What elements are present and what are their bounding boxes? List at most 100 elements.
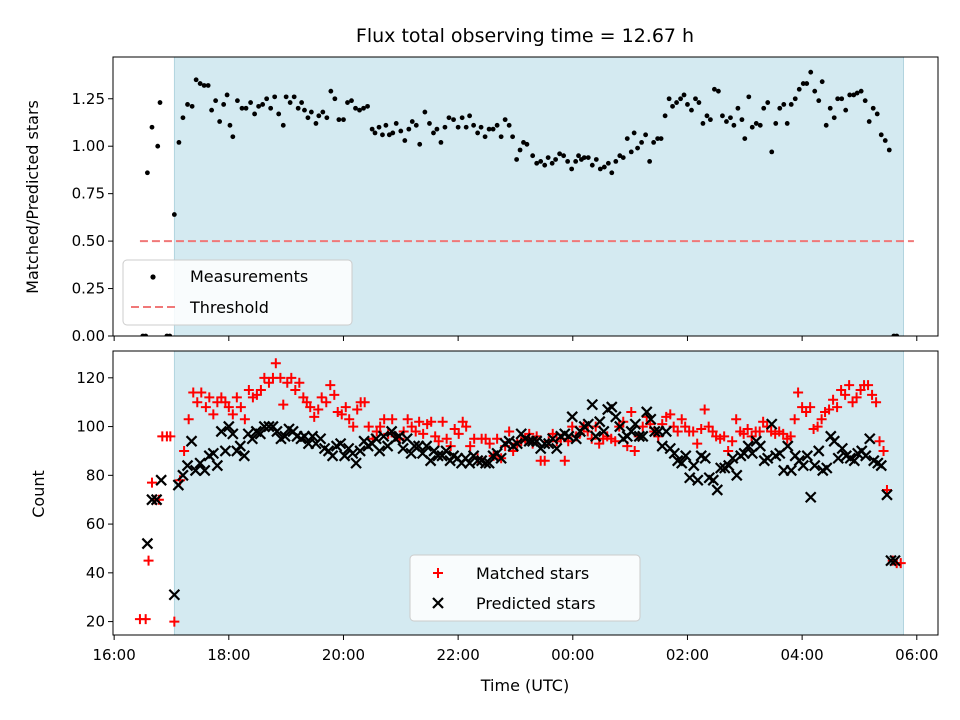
y-tick-label: 0.75	[72, 185, 105, 203]
predicted-star-point	[640, 406, 653, 418]
x-tick-label: 18:00	[207, 646, 250, 664]
measurement-point	[735, 105, 741, 111]
measurement-point	[176, 140, 182, 145]
predicted-star-point	[227, 428, 239, 440]
matched-star-point	[143, 555, 154, 566]
predicted-star-point	[258, 420, 271, 433]
measurement-point	[213, 98, 219, 104]
matched-star-point	[359, 397, 370, 408]
measurement-point	[324, 115, 330, 121]
y-tick-label: 1.00	[72, 137, 105, 155]
predicted-star-point	[393, 430, 405, 443]
measurement-point	[651, 140, 657, 145]
measurement-point	[490, 126, 496, 132]
measurement-point	[144, 170, 150, 176]
predicted-star-point	[150, 493, 163, 506]
measurement-point	[498, 134, 504, 140]
y-tick-label: 0.25	[72, 280, 105, 298]
matched-star-point	[196, 387, 207, 398]
measurement-point	[749, 124, 755, 130]
measurement-point	[455, 124, 461, 130]
measurement-point	[276, 111, 282, 117]
predicted-star-point	[271, 425, 283, 438]
matched-star-point	[140, 614, 151, 625]
predicted-star-point	[885, 554, 897, 567]
matched-star-point	[223, 402, 234, 413]
matched-star-point	[539, 455, 550, 466]
measurement-point	[835, 96, 841, 102]
matched-star-point	[340, 402, 351, 413]
measurement-point	[349, 98, 354, 104]
predicted-star-point	[279, 430, 291, 443]
measurement-point	[609, 170, 615, 176]
measurement-point	[858, 88, 864, 94]
matched-star-point	[321, 397, 332, 408]
matched-star-point	[208, 409, 219, 420]
measurement-point	[308, 109, 314, 115]
predicted-star-point	[234, 440, 247, 452]
measurement-point	[406, 126, 412, 132]
measurement-point	[383, 122, 389, 128]
predicted-star-point	[597, 425, 610, 438]
measurement-point	[482, 134, 488, 140]
matched-star-point	[461, 421, 472, 432]
predicted-star-point	[471, 454, 484, 467]
measurement-point	[581, 155, 587, 160]
predicted-star-point	[722, 459, 735, 472]
predicted-star-point	[424, 454, 437, 467]
legend-label-measurements: Measurements	[190, 267, 308, 286]
matched-star-point	[344, 414, 355, 425]
matched-star-point	[789, 414, 800, 425]
matched-star-point	[586, 433, 597, 444]
predicted-star-point	[668, 447, 681, 460]
measurement-point	[700, 121, 706, 126]
matched-star-point	[402, 414, 413, 425]
measurement-point	[230, 134, 236, 140]
measurement-point	[517, 147, 523, 153]
matched-star-point	[696, 424, 707, 435]
measurement-point	[221, 102, 227, 107]
y-axis-label-count: Count	[29, 470, 48, 518]
measurement-point	[593, 157, 599, 162]
measurement-point	[320, 109, 326, 115]
measurement-point	[788, 102, 794, 107]
measurement-point	[530, 153, 536, 159]
matched-star-point	[665, 409, 676, 420]
predicted-star-point	[582, 418, 595, 430]
matched-star-point	[336, 409, 347, 420]
matched-star-point	[325, 380, 336, 391]
predicted-star-point	[397, 442, 409, 455]
measurement-point	[376, 124, 382, 130]
matched-star-point	[626, 406, 637, 417]
predicted-star-point	[440, 445, 452, 457]
measurement-point	[390, 130, 396, 136]
predicted-star-point	[848, 454, 861, 467]
measurement-point	[724, 119, 729, 124]
predicted-star-point	[761, 452, 774, 465]
matched-star-point	[165, 431, 176, 442]
predicted-star-point	[889, 554, 901, 567]
measurement-point	[438, 140, 444, 145]
predicted-star-point	[338, 450, 351, 462]
measurement-point	[446, 115, 452, 121]
measurement-point	[808, 69, 814, 75]
matched-star-point	[270, 358, 281, 369]
measurement-point	[264, 96, 270, 102]
matched-star-point	[192, 397, 203, 408]
matched-star-point	[863, 380, 874, 391]
predicted-star-point	[633, 430, 646, 443]
measurement-point	[693, 96, 698, 102]
measurement-point	[185, 102, 190, 107]
legend-label-threshold: Threshold	[189, 298, 269, 317]
measurement-point	[839, 96, 845, 102]
matched-star-point	[754, 426, 765, 437]
measurement-point	[345, 100, 350, 105]
matched-star-point	[851, 392, 862, 403]
predicted-star-point	[699, 452, 712, 465]
measurement-point	[707, 117, 713, 123]
measurement-point	[561, 153, 567, 159]
predicted-star-point	[679, 450, 692, 462]
axes-frame-ratio	[112, 56, 939, 337]
measurement-point	[524, 141, 530, 147]
measurement-point	[224, 92, 230, 98]
